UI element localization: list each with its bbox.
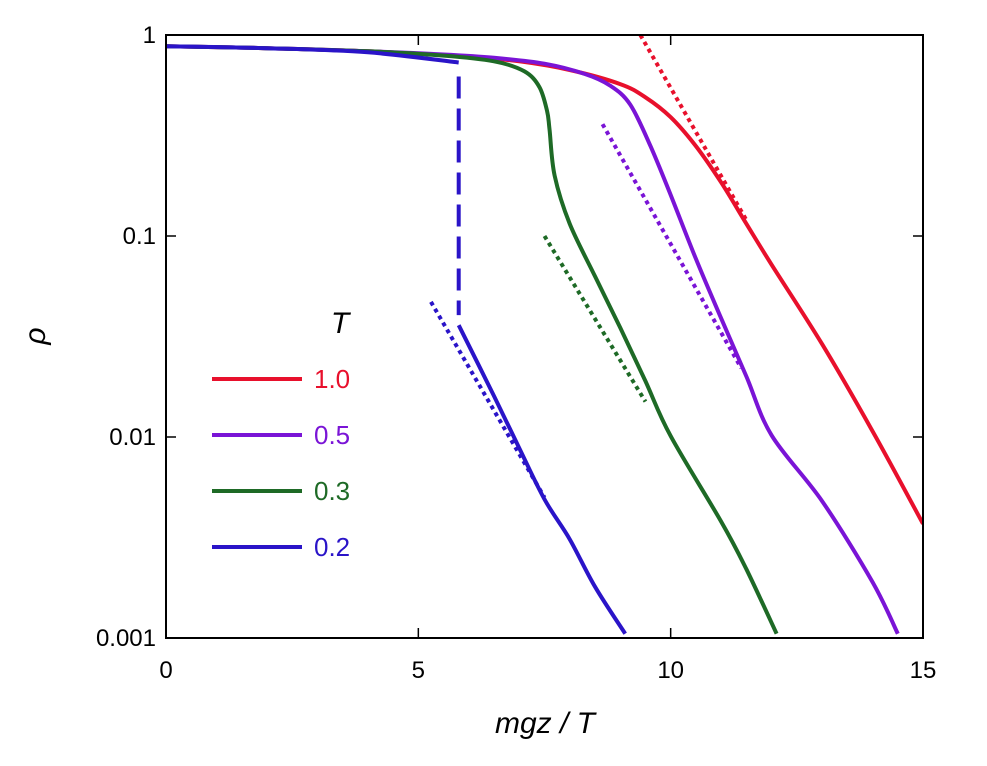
axis-ticks: 0 5 10 15 0.001 0.01 0.1 1	[96, 22, 936, 684]
y-axis-title: ρ	[19, 327, 52, 345]
y-tick-label: 1	[143, 22, 156, 49]
x-axis-title: mgz / T	[495, 707, 598, 740]
legend-label: 0.3	[314, 476, 350, 506]
legend-label: 1.0	[314, 364, 350, 394]
asymptote-line	[542, 234, 648, 403]
x-tick-label: 15	[910, 657, 937, 684]
plot-frame	[165, 34, 924, 639]
x-tick-label: 5	[412, 657, 425, 684]
asymptote-line	[600, 123, 744, 370]
y-tick-label: 0.001	[96, 625, 156, 652]
series-lower-branch	[456, 324, 627, 635]
series-line	[166, 44, 779, 635]
y-tick-label: 0.01	[109, 424, 156, 451]
series-line	[166, 44, 923, 525]
legend-label: 0.2	[314, 532, 350, 562]
asymptote-line	[638, 35, 749, 222]
asymptote-line	[429, 300, 547, 499]
x-tick-label: 10	[657, 657, 684, 684]
legend-title: T	[331, 307, 352, 340]
series-0-3	[166, 44, 779, 635]
series-line	[166, 44, 459, 65]
legend-label: 0.5	[314, 420, 350, 450]
y-tick-label: 0.1	[123, 223, 156, 250]
plot-area	[166, 35, 923, 635]
x-tick-label: 0	[159, 657, 172, 684]
legend: T 1.0 0.5 0.3 0.2	[212, 307, 352, 562]
series-0-2	[166, 44, 627, 635]
